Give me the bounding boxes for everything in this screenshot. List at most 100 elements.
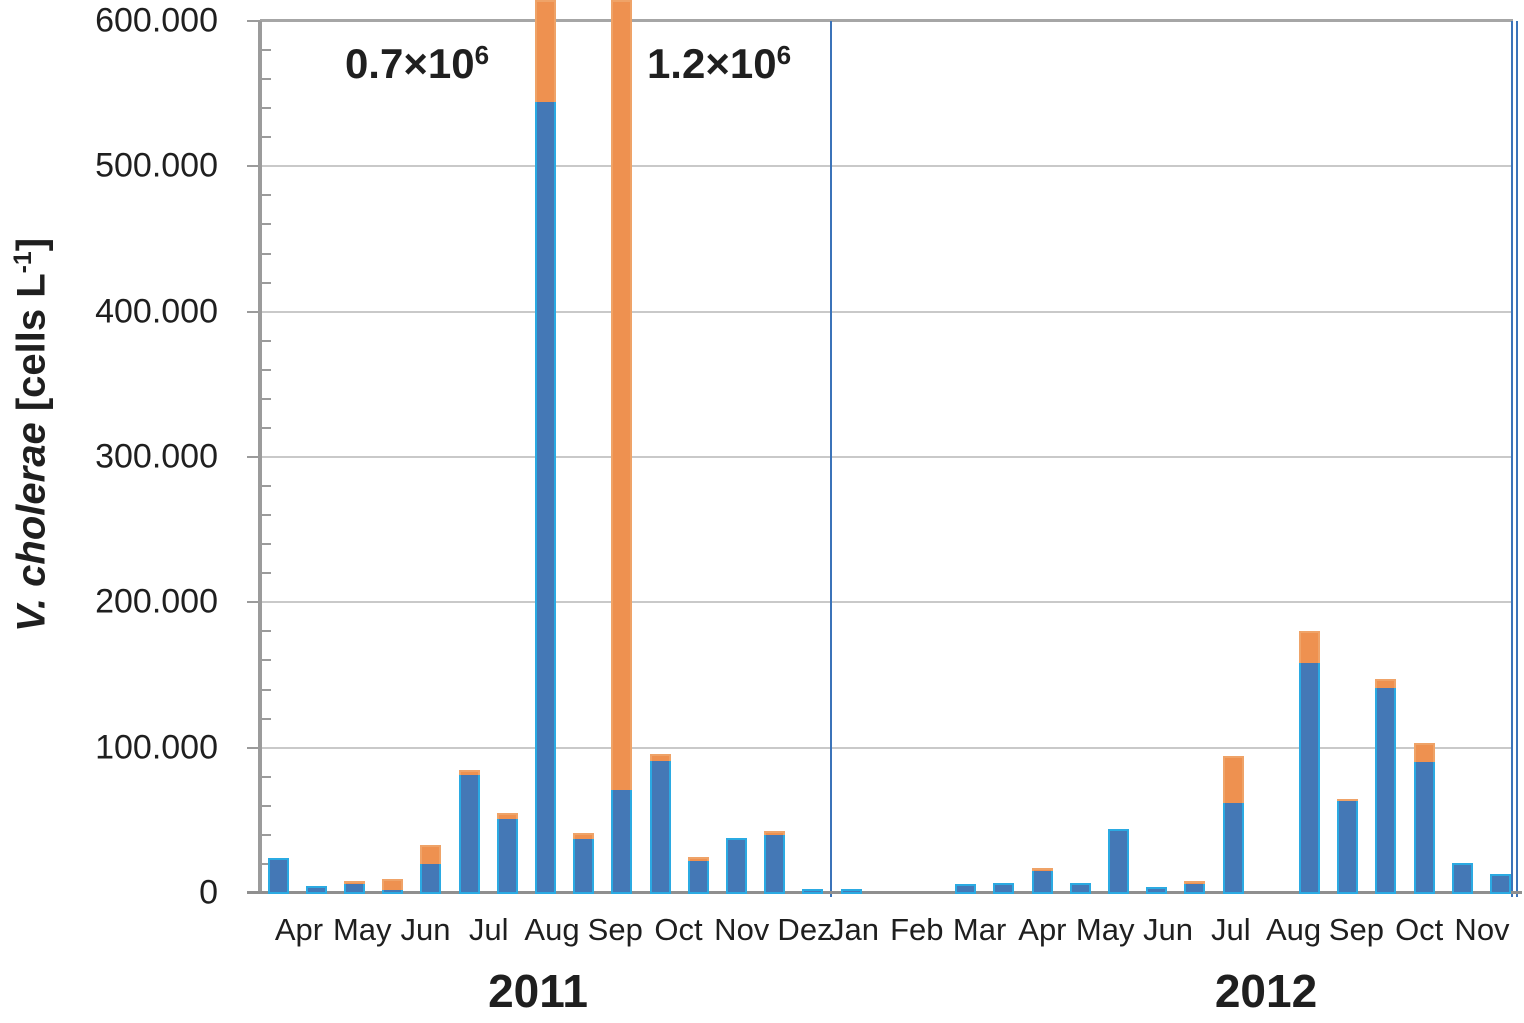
bar-2012-slot30-blue-segment: [1413, 762, 1435, 895]
y-minor-tick: [262, 107, 271, 110]
bar-2011-slot3-orange-segment: [382, 878, 404, 891]
y-minor-tick: [262, 136, 271, 139]
month-label-2012-apr: Apr: [1018, 912, 1067, 947]
y-minor-tick: [262, 717, 271, 720]
y-minor-tick: [262, 223, 271, 226]
y-minor-tick: [262, 804, 271, 807]
bar-2011-slot7-blue-segment: [534, 102, 556, 895]
bar-2012-slot28-blue-segment: [1337, 801, 1359, 895]
bar-2011-slot5-blue-segment: [458, 775, 480, 895]
bar-2011-slot5-orange-segment: [458, 769, 480, 776]
bar-2012-slot18-blue-segment: [955, 884, 977, 895]
bar-2012-slot29-orange-segment: [1375, 679, 1397, 689]
y-axis-title-species: V. cholerae: [9, 422, 54, 633]
annotation-aug-2011-exp: 6: [474, 39, 490, 70]
bar-2011-slot12-blue-segment: [725, 837, 747, 895]
month-label-2012-oct: Oct: [1395, 912, 1444, 947]
y-tick-label: 200.000: [95, 582, 218, 621]
bar-2012-slot27-orange-segment: [1298, 631, 1320, 664]
y-minor-tick: [262, 572, 271, 575]
bar-2011-slot7-orange-segment: [534, 0, 556, 103]
bar-2012-slot27-blue-segment: [1298, 663, 1320, 895]
plot-right-border: [1511, 21, 1518, 897]
bar-2012-slot32-blue-segment: [1489, 874, 1511, 895]
month-label-2011-jul: Jul: [468, 912, 509, 947]
annotation-sep-2011-exp: 6: [776, 39, 792, 70]
y-minor-tick: [262, 194, 271, 197]
bar-2012-slot25-blue-segment: [1222, 802, 1244, 895]
bar-2011-slot13-orange-segment: [764, 831, 786, 835]
bar-2011-slot4-orange-segment: [420, 845, 442, 864]
annotation-sep-2011-base: 1.2×10: [646, 40, 777, 88]
month-label-2011-nov: Nov: [714, 912, 770, 947]
y-tick-label: 400.000: [95, 292, 218, 331]
grid-line: [262, 310, 1511, 313]
year-separator-line: [830, 21, 832, 897]
bar-2012-slot31-blue-segment: [1451, 862, 1473, 895]
bar-2011-slot13-blue-segment: [764, 834, 786, 895]
y-major-tick: [247, 20, 260, 22]
grid-line: [262, 456, 1511, 458]
bar-2011-slot0-blue-segment: [267, 858, 289, 895]
plot-top-border: [260, 19, 1513, 22]
y-minor-tick: [262, 659, 271, 662]
bar-2011-slot8-orange-segment: [573, 833, 595, 840]
y-axis-title-bracket: ]: [9, 237, 54, 252]
y-minor-tick: [262, 688, 271, 691]
year-label-2011: 2011: [488, 965, 588, 1017]
bar-2012-slot22-blue-segment: [1107, 829, 1129, 895]
bar-2011-slot11-blue-segment: [687, 861, 709, 895]
bar-2012-slot20-blue-segment: [1031, 871, 1053, 895]
grid-line: [262, 601, 1511, 604]
month-label-2012-sep: Sep: [1328, 912, 1384, 947]
bar-2012-slot25-orange-segment: [1222, 756, 1244, 803]
month-label-2012-may: May: [1075, 912, 1135, 947]
y-minor-tick: [262, 630, 271, 633]
y-minor-tick: [262, 543, 271, 546]
month-label-2011-sep: Sep: [587, 912, 643, 947]
y-major-tick: [247, 455, 260, 458]
y-tick-label: 500.000: [95, 146, 218, 185]
month-label-2011-apr: Apr: [274, 912, 324, 947]
month-label-2012-aug: Aug: [1266, 912, 1322, 947]
year-label-2012: 2012: [1214, 965, 1318, 1017]
y-axis-line: [258, 21, 262, 894]
month-label-2011-jun: Jun: [400, 912, 451, 947]
x-axis-line: [247, 891, 1522, 894]
y-axis-title: V. cholerae [cells L-1]: [10, 238, 55, 632]
y-major-tick: [247, 746, 260, 749]
y-major-tick: [247, 165, 260, 168]
y-minor-tick: [262, 397, 271, 400]
y-minor-tick: [262, 862, 271, 865]
bar-2011-slot14-blue-segment: [802, 888, 824, 895]
bar-2011-slot3-blue-segment: [382, 890, 404, 895]
y-minor-tick: [262, 252, 271, 255]
bar-2012-slot15-blue-segment: [840, 889, 862, 895]
bar-2011-slot6-blue-segment: [496, 818, 518, 895]
y-tick-label: 0: [199, 873, 218, 912]
y-tick-label: 100.000: [95, 728, 218, 767]
bar-2012-slot28-orange-segment: [1337, 798, 1359, 802]
bar-2012-slot24-orange-segment: [1184, 881, 1206, 885]
bar-2012-slot19-blue-segment: [993, 882, 1015, 895]
y-minor-tick: [262, 78, 271, 81]
y-minor-tick: [262, 339, 271, 342]
month-label-2011-oct: Oct: [654, 912, 703, 947]
bar-2011-slot2-blue-segment: [343, 884, 365, 895]
bar-2012-slot24-blue-segment: [1184, 884, 1206, 895]
y-minor-tick: [262, 368, 271, 371]
bar-2012-slot20-orange-segment: [1031, 868, 1053, 872]
bar-2011-slot4-blue-segment: [420, 863, 442, 895]
y-axis-title-units: [cells L: [9, 273, 54, 423]
bar-2011-slot2-orange-segment: [343, 880, 365, 885]
month-label-2012-feb: Feb: [890, 912, 944, 947]
annotation-sep-2011-total: 1.2×106: [647, 40, 791, 88]
y-axis-title-exponent: -1: [9, 251, 37, 274]
month-label-2012-jul: Jul: [1210, 912, 1251, 947]
bar-2011-slot8-blue-segment: [573, 839, 595, 895]
grid-line: [262, 165, 1511, 168]
annotation-aug-2011-total: 0.7×106: [345, 40, 489, 88]
y-minor-tick: [262, 775, 271, 778]
bar-2011-slot9-blue-segment: [611, 789, 633, 895]
annotation-aug-2011-base: 0.7×10: [344, 40, 475, 88]
